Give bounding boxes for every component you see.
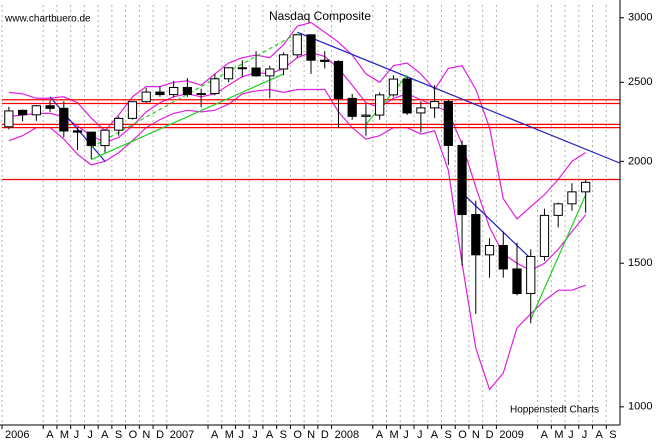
candle-body [484,245,495,256]
candle-body [375,94,385,116]
y-tick-label: 3000 [628,12,652,24]
candle-body [539,214,550,257]
trend-line [461,192,532,259]
x-tick-label: A [101,429,109,441]
candle-body [141,91,151,103]
candle-body [278,54,289,70]
candle-body [86,131,96,147]
candle-body [265,68,275,77]
x-tick-label: J [568,429,574,441]
x-tick-label: J [403,429,409,441]
candle-body [347,97,357,117]
candle-body [471,214,481,256]
trend-line [530,194,587,320]
x-tick-label: A [376,429,384,441]
candle-body [498,245,508,270]
candle-body [306,34,316,61]
candle-body [114,117,124,131]
x-tick-label: O [293,429,302,441]
x-tick-label: N [307,429,315,441]
x-tick-label: O [129,429,138,441]
source-label: www.chartbuero.de [4,14,91,25]
x-tick-label: A [596,429,604,441]
x-tick-label: A [46,429,54,441]
x-tick-label: D [156,429,164,441]
candle-body [17,109,28,116]
candle-body [210,78,220,95]
candle-body [512,268,522,295]
candle-body [581,181,591,193]
x-tick-label: N [142,429,150,441]
trend-line [91,73,284,161]
candle-body [361,114,371,117]
x-tick-label: S [280,429,287,441]
candle-body [526,255,536,295]
candle-body [100,129,110,147]
candle-body [292,34,302,56]
candle-body [333,60,344,99]
x-tick-label: J [238,429,244,441]
y-tick-label: 2500 [628,76,652,88]
x-tick-label: J [582,429,588,441]
x-tick-label: 2006 [5,429,29,441]
candle-body [59,107,69,132]
x-tick-label: 2008 [335,429,359,441]
candle-body [251,67,261,77]
x-tick-label: J [87,429,93,441]
y-tick-label: 1000 [628,401,652,413]
candle-body [443,101,453,146]
x-tick-label: M [390,429,399,441]
candle-body [416,107,426,114]
candle-body [127,101,138,119]
candle-body [72,130,83,133]
grid [1,5,607,425]
candle-body [457,144,467,216]
x-tick-label: 2009 [499,429,523,441]
candle-body [567,191,577,205]
x-tick-label: 2007 [170,429,194,441]
candle-body [237,67,247,70]
candle-body [553,203,563,216]
chart-title: Nasdaq Composite [269,9,371,23]
candle-body [429,101,440,109]
candle-body [45,105,55,109]
x-tick-label: J [417,429,423,441]
trend-line [297,31,621,164]
y-tick-label: 1500 [628,257,652,269]
x-tick-label: O [458,429,467,441]
x-tick-label: A [266,429,274,441]
x-tick-label: M [554,429,563,441]
x-tick-label: D [486,429,494,441]
candle-body [4,110,14,128]
x-tick-label: N [472,429,480,441]
x-tick-label: A [541,429,549,441]
x-tick-label: M [60,429,69,441]
candle-body [196,93,206,96]
candle-body [182,86,193,95]
candle-body [155,91,165,96]
x-tick-label: D [321,429,329,441]
candle-body [31,105,41,116]
candle-body [223,67,234,80]
x-tick-label: J [252,429,258,441]
candle-body [402,78,412,114]
plot [2,21,621,391]
x-tick-label: M [225,429,234,441]
candle-body [388,78,399,96]
x-tick-label: S [609,429,616,441]
x-tick-label: J [74,429,80,441]
candle-body [169,86,179,96]
x-tick-label: A [431,429,439,441]
credit-label: Hoppenstedt Charts [510,405,599,416]
x-tick-label: A [211,429,219,441]
candle-body [320,59,330,62]
x-tick-label: S [444,429,451,441]
y-tick-label: 2000 [628,155,652,167]
trend-line [365,74,408,125]
trend-line [90,32,298,148]
x-tick-label: S [115,429,122,441]
